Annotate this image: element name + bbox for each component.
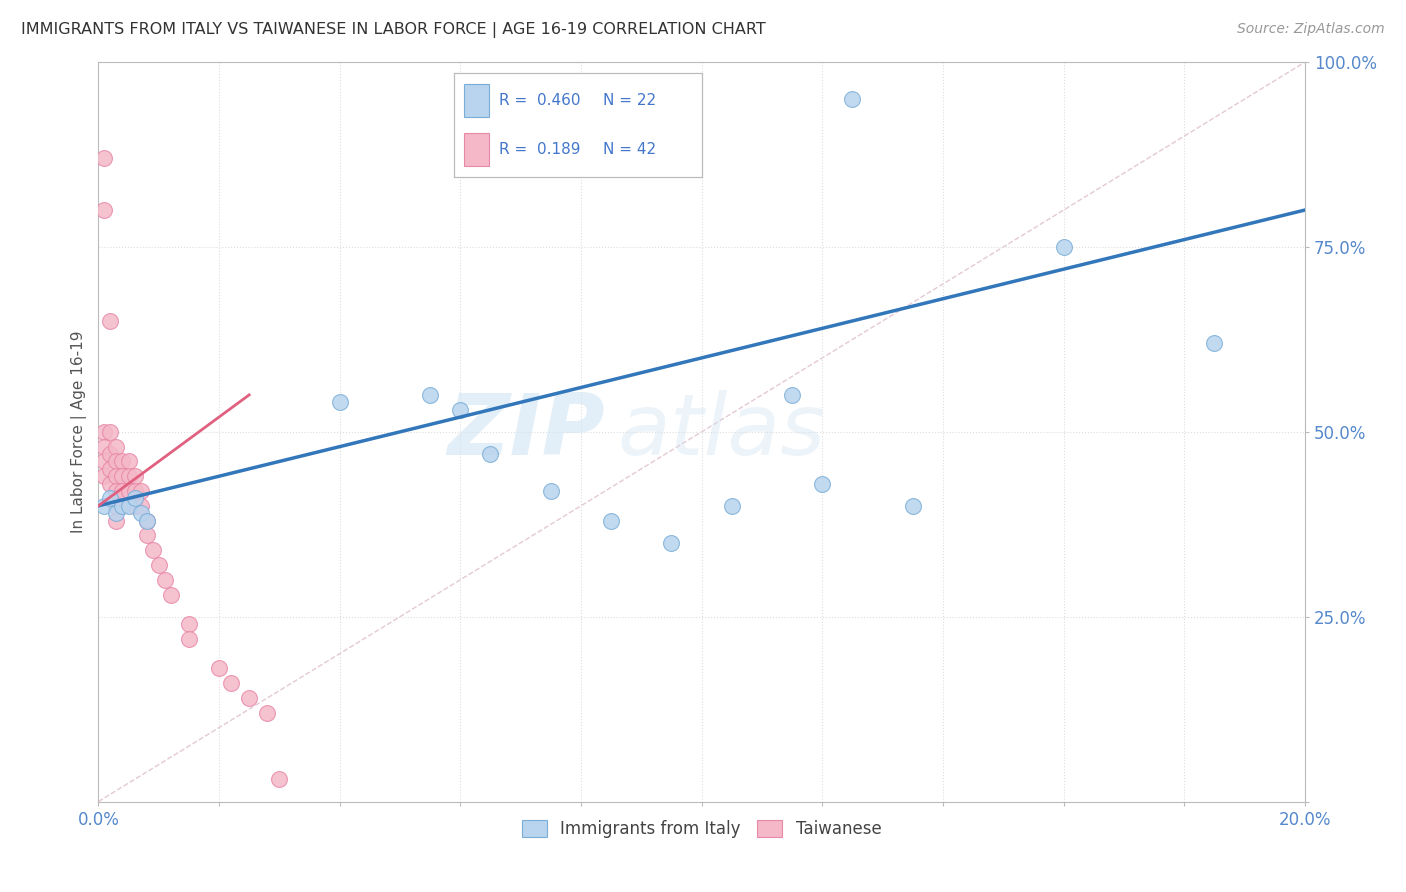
Point bbox=[93, 499, 115, 513]
Point bbox=[105, 483, 128, 498]
Point bbox=[93, 440, 115, 454]
Point bbox=[219, 676, 242, 690]
Point bbox=[124, 499, 146, 513]
Point bbox=[780, 388, 803, 402]
Point bbox=[100, 425, 122, 439]
Text: ZIP: ZIP bbox=[447, 391, 605, 474]
Point bbox=[100, 447, 122, 461]
Point bbox=[124, 491, 146, 506]
Text: IMMIGRANTS FROM ITALY VS TAIWANESE IN LABOR FORCE | AGE 16-19 CORRELATION CHART: IMMIGRANTS FROM ITALY VS TAIWANESE IN LA… bbox=[21, 22, 766, 38]
Point bbox=[93, 202, 115, 217]
Point bbox=[600, 514, 623, 528]
Point bbox=[1052, 240, 1074, 254]
Point bbox=[177, 632, 200, 646]
Point bbox=[901, 499, 924, 513]
Point bbox=[479, 447, 502, 461]
Point bbox=[100, 476, 122, 491]
Point bbox=[419, 388, 441, 402]
Point bbox=[129, 506, 152, 520]
Point bbox=[153, 573, 176, 587]
Point bbox=[100, 314, 122, 328]
Point bbox=[540, 483, 562, 498]
Point bbox=[105, 514, 128, 528]
Point bbox=[129, 483, 152, 498]
Point bbox=[135, 514, 157, 528]
Legend: Immigrants from Italy, Taiwanese: Immigrants from Italy, Taiwanese bbox=[515, 814, 889, 845]
Point bbox=[105, 440, 128, 454]
Point bbox=[105, 454, 128, 468]
Point bbox=[238, 691, 260, 706]
Point bbox=[93, 151, 115, 165]
Point bbox=[269, 772, 291, 787]
Point bbox=[124, 469, 146, 483]
Point bbox=[811, 476, 834, 491]
Point bbox=[208, 661, 231, 675]
Point bbox=[117, 454, 139, 468]
Point bbox=[117, 483, 139, 498]
Point bbox=[449, 402, 471, 417]
Point bbox=[148, 558, 170, 572]
Point bbox=[93, 425, 115, 439]
Point bbox=[105, 469, 128, 483]
Point bbox=[135, 514, 157, 528]
Point bbox=[1204, 336, 1226, 351]
Point bbox=[256, 706, 278, 720]
Point bbox=[93, 454, 115, 468]
Point bbox=[124, 483, 146, 498]
Text: Source: ZipAtlas.com: Source: ZipAtlas.com bbox=[1237, 22, 1385, 37]
Point bbox=[159, 588, 181, 602]
Point bbox=[117, 469, 139, 483]
Point bbox=[720, 499, 742, 513]
Y-axis label: In Labor Force | Age 16-19: In Labor Force | Age 16-19 bbox=[72, 331, 87, 533]
Point bbox=[661, 535, 683, 549]
Point bbox=[177, 617, 200, 632]
Point bbox=[135, 528, 157, 542]
Point bbox=[117, 499, 139, 513]
Point bbox=[105, 506, 128, 520]
Point bbox=[100, 462, 122, 476]
Point bbox=[111, 483, 134, 498]
Point bbox=[100, 491, 122, 506]
Point bbox=[841, 92, 863, 106]
Point bbox=[111, 499, 134, 513]
Point bbox=[111, 469, 134, 483]
Point bbox=[105, 499, 128, 513]
Point bbox=[111, 499, 134, 513]
Point bbox=[129, 499, 152, 513]
Point bbox=[111, 454, 134, 468]
Point bbox=[329, 395, 352, 409]
Text: atlas: atlas bbox=[617, 391, 825, 474]
Point bbox=[93, 469, 115, 483]
Point bbox=[142, 543, 165, 558]
